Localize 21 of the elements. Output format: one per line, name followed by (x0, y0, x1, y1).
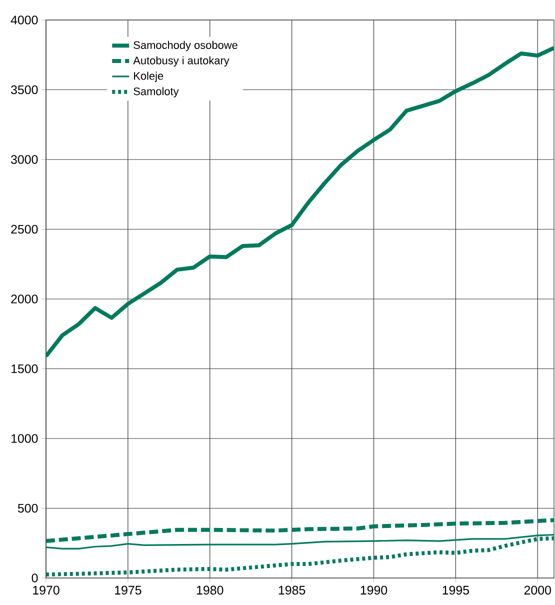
line-series (46, 518, 554, 544)
y-tick-label: 0 (32, 574, 38, 582)
x-tick-label: 2000 (524, 586, 551, 595)
legend-label: Samochody osobowe (134, 40, 238, 52)
y-tick-label: 3000 (11, 155, 38, 164)
legend-label: Koleje (134, 72, 164, 82)
x-tick-label: 1995 (442, 586, 470, 595)
y-tick-label: 3500 (11, 85, 38, 94)
y-tick-label: 2000 (11, 294, 38, 304)
x-tick-label: 1985 (278, 586, 306, 595)
x-tick-label: 1970 (33, 586, 60, 595)
x-tick-label: 1990 (360, 586, 388, 595)
y-tick-label: 500 (18, 504, 38, 513)
legend-label: Autobusy i autokary (133, 56, 230, 67)
x-tick-label: 1980 (196, 586, 224, 595)
y-tick-label: 2500 (11, 224, 38, 234)
y-tick-label: 4000 (10, 16, 38, 24)
y-tick-label: 1500 (11, 364, 38, 374)
x-tick-label: 1975 (115, 586, 142, 595)
y-tick-label: 1000 (11, 434, 38, 443)
legend-label: Samoloty (134, 87, 179, 98)
